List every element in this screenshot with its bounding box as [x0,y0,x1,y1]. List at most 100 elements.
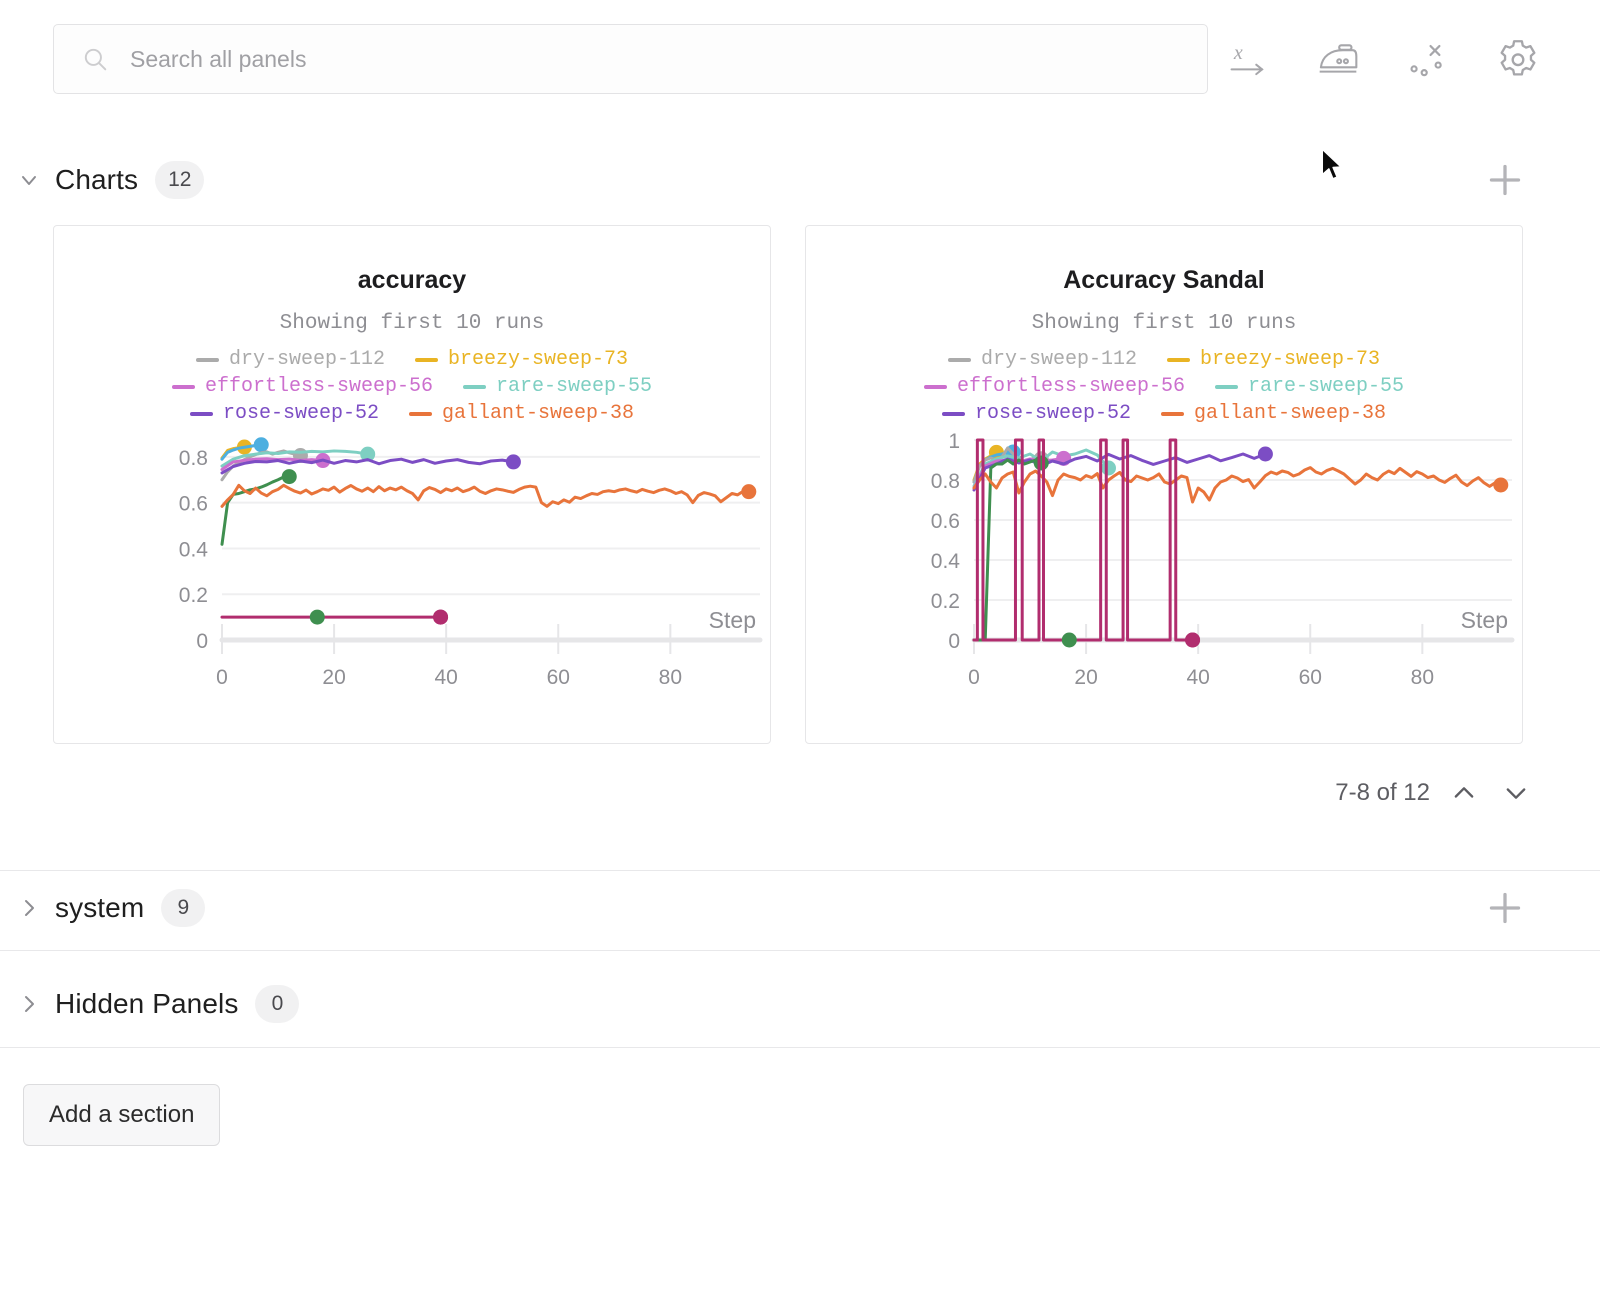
legend-item[interactable]: gallant-sweep-38 [409,402,634,425]
search-icon [82,46,108,72]
add-panel-button[interactable] [1482,157,1528,203]
chart-legend: dry-sweep-112 breezy-sweep-73 effortless-s… [54,348,770,425]
chart-plot-area[interactable]: 0 0.2 0.4 0.6 0.8 1 0 20 40 60 80 Step [806,422,1524,712]
search-input[interactable] [130,45,1030,73]
series-end-marker [281,469,297,485]
x-axis-tick-label: 40 [1186,666,1209,689]
add-section-area: Add a section [0,1063,1600,1183]
panel-tool-icons: x [1225,30,1555,90]
panel-title: Accuracy Sandal [1063,266,1265,294]
legend-item[interactable]: rare-sweep-55 [463,375,652,398]
series-point-marker [309,609,325,625]
series-end-marker [505,454,521,470]
x-axis-tick-label: 40 [434,666,457,689]
legend-item[interactable]: breezy-sweep-73 [1167,348,1380,371]
legend-label: rose-sweep-52 [222,402,379,425]
x-axis-tick-label: 20 [322,666,345,689]
y-axis-tick-label: 1 [948,430,960,453]
section-count-badge: 12 [155,161,205,199]
section-header-charts[interactable]: Charts 12 [0,143,1600,217]
panel-card-accuracy[interactable]: accuracy Showing first 10 runs dry-sweep… [53,225,771,744]
y-axis-tick-label: 0 [196,630,208,653]
legend-label: rose-sweep-52 [974,402,1131,425]
legend-label: gallant-sweep-38 [442,402,635,425]
legend-label: dry-sweep-112 [228,348,385,371]
legend-color-swatch [1161,411,1184,416]
x-axis-tick-label: 0 [968,666,980,689]
legend-label: gallant-sweep-38 [1194,402,1387,425]
divider [0,870,1600,871]
chevron-right-icon[interactable] [12,891,46,925]
chart-legend: dry-sweep-112 breezy-sweep-73 effortless-s… [806,348,1522,425]
legend-item[interactable]: rare-sweep-55 [1215,375,1404,398]
chevron-down-icon[interactable] [12,163,46,197]
chevron-down-icon[interactable] [1498,775,1534,811]
panel-pagination: 7-8 of 12 [1335,775,1534,811]
x-axis-tick-label: 20 [1074,666,1097,689]
y-axis-tick-label: 0.4 [179,538,209,561]
legend-color-swatch [923,384,947,389]
legend-item[interactable]: effortless-sweep-56 [923,375,1185,398]
legend-item[interactable]: gallant-sweep-38 [1161,402,1386,425]
section-count-badge: 9 [161,889,206,927]
legend-color-swatch [195,357,219,362]
x-axis-tick-label: 80 [1411,666,1434,689]
series-line [972,438,1195,642]
outlier-scatter-icon[interactable] [1405,37,1451,83]
panel-title: accuracy [357,266,467,294]
legend-item[interactable]: breezy-sweep-73 [415,348,628,371]
svg-text:x: x [1233,42,1243,64]
section-header-system[interactable]: system 9 [0,871,1600,945]
y-axis-tick-label: 0 [948,630,960,653]
series-point-marker [1061,632,1077,648]
chart-svg: 0 0.2 0.4 0.6 0.8 1 0 20 40 60 80 Step [931,430,1515,689]
legend-label: effortless-sweep-56 [204,375,433,398]
legend-label: breezy-sweep-73 [1200,348,1381,371]
chevron-up-icon[interactable] [1446,775,1482,811]
section-header-hidden-panels[interactable]: Hidden Panels 0 [0,967,1600,1041]
panel-card-accuracy-sandal[interactable]: Accuracy Sandal Showing first 10 runs dr… [805,225,1523,744]
gear-icon[interactable] [1495,37,1541,83]
legend-color-swatch [941,411,965,416]
legend-item[interactable]: rose-sweep-52 [941,402,1131,425]
pagination-label: 7-8 of 12 [1335,779,1430,806]
chevron-right-icon[interactable] [12,987,46,1021]
y-axis-tick-label: 0.4 [931,550,961,573]
x-axis-tick-label: 60 [547,666,570,689]
chart-svg: 0 0.2 0.4 0.6 0.8 0 20 40 60 80 Step [179,437,763,689]
legend-color-swatch [463,384,486,389]
series-end-marker [1493,477,1509,493]
legend-color-swatch [1167,357,1190,362]
series-end-marker [741,484,757,500]
x-axis-tick-label: 80 [659,666,682,689]
series-line [220,457,325,471]
section-title: Charts [55,164,139,195]
series-line [220,457,515,475]
legend-item[interactable]: dry-sweep-112 [947,348,1137,371]
x-axis-label: Step [709,607,756,633]
y-axis-tick-label: 0.2 [179,584,208,607]
section-count-badge: 0 [255,985,300,1023]
series-point-marker [1185,632,1201,648]
legend-label: dry-sweep-112 [980,348,1137,371]
legend-color-swatch [171,384,195,389]
series-end-marker [360,446,376,462]
chart-plot-area[interactable]: 0 0.2 0.4 0.6 0.8 0 20 40 60 80 Step [54,422,772,712]
legend-item[interactable]: effortless-sweep-56 [171,375,433,398]
legend-item[interactable]: dry-sweep-112 [195,348,385,371]
add-panel-button[interactable] [1482,885,1528,931]
series-end-marker [1033,455,1049,471]
add-a-section-button[interactable]: Add a section [23,1084,221,1146]
x-axis-tick-label: 0 [216,666,228,689]
x-axis-label: Step [1461,607,1508,633]
smoothing-iron-icon[interactable] [1315,37,1361,83]
x-axis-icon[interactable]: x [1225,37,1271,83]
legend-color-swatch [947,357,971,362]
legend-color-swatch [415,357,438,362]
search-box[interactable] [53,24,1208,94]
legend-label: breezy-sweep-73 [448,348,629,371]
legend-color-swatch [189,411,213,416]
series-end-marker [1257,446,1273,462]
x-axis-tick-label: 60 [1299,666,1322,689]
legend-item[interactable]: rose-sweep-52 [189,402,379,425]
